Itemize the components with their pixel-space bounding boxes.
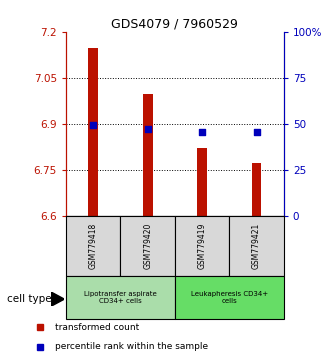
Bar [120, 216, 175, 276]
Bar [175, 276, 284, 319]
Point [254, 130, 259, 135]
Bar [66, 276, 175, 319]
Text: percentile rank within the sample: percentile rank within the sample [55, 342, 208, 352]
Polygon shape [51, 292, 64, 306]
Title: GDS4079 / 7960529: GDS4079 / 7960529 [112, 18, 238, 31]
Text: GSM779421: GSM779421 [252, 223, 261, 269]
Point [90, 122, 96, 128]
Point [145, 126, 150, 132]
Bar [66, 216, 120, 276]
Bar [175, 216, 229, 276]
Point [199, 130, 205, 135]
Text: GSM779419: GSM779419 [198, 223, 207, 269]
Text: GSM779418: GSM779418 [89, 223, 98, 269]
Bar [229, 216, 284, 276]
Bar [252, 163, 261, 216]
Bar [88, 48, 98, 216]
Bar [197, 148, 207, 216]
Text: GSM779420: GSM779420 [143, 223, 152, 269]
Bar [143, 94, 152, 216]
Text: Leukapheresis CD34+
cells: Leukapheresis CD34+ cells [191, 291, 268, 304]
Text: transformed count: transformed count [55, 323, 139, 332]
Text: cell type: cell type [7, 294, 51, 304]
Text: Lipotransfer aspirate
CD34+ cells: Lipotransfer aspirate CD34+ cells [84, 291, 157, 304]
